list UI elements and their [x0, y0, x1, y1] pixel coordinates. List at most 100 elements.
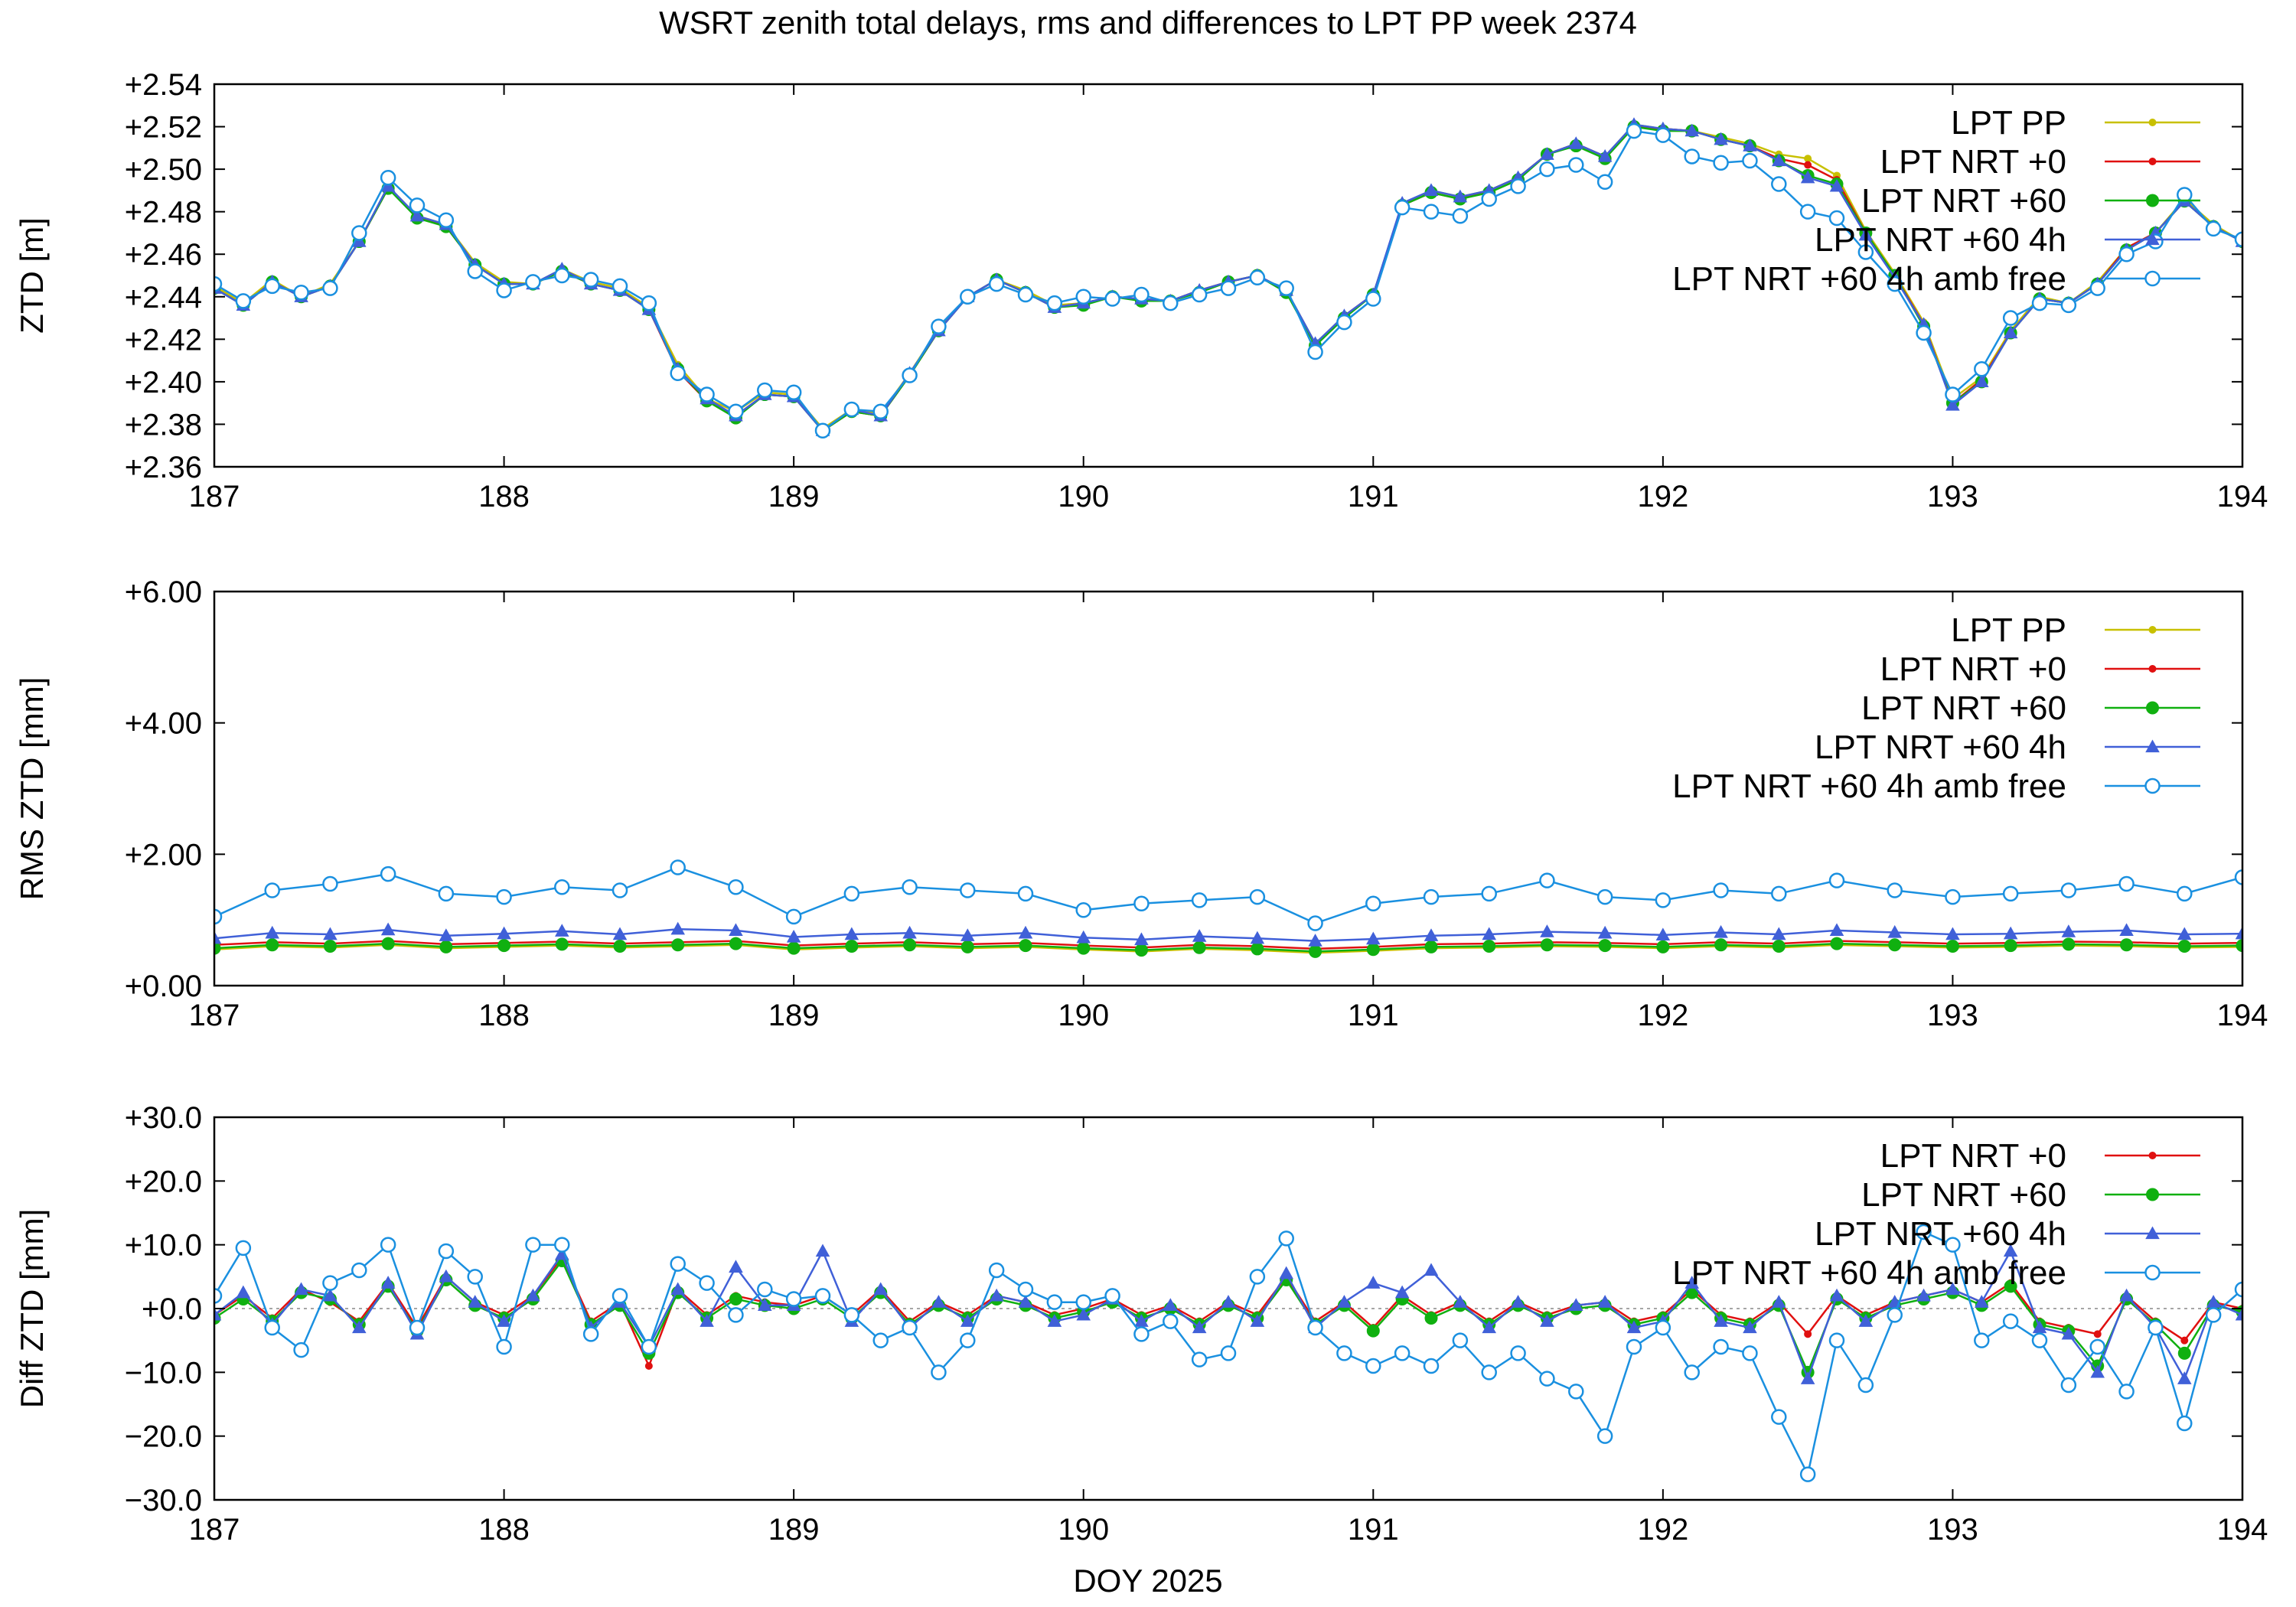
data-point: [1742, 152, 1758, 169]
data-point: [1714, 132, 1728, 145]
y-tick-label: +2.38: [125, 408, 202, 442]
data-point: [757, 1281, 773, 1298]
data-point: [468, 1295, 482, 1308]
data-point: [352, 1320, 367, 1334]
data-point: [612, 278, 628, 295]
y-axis-label: RMS ZTD [mm]: [14, 677, 50, 901]
data-point: [1858, 1314, 1874, 1327]
data-point: [2177, 187, 2193, 203]
data-point: [525, 274, 541, 290]
data-point: [1539, 161, 1555, 178]
data-point: [1018, 1295, 1033, 1308]
data-point: [1220, 1345, 1237, 1361]
data-point: [2177, 1371, 2192, 1384]
data-point: [699, 386, 715, 403]
data-point: [1945, 1237, 1961, 1253]
data-point: [214, 1288, 223, 1304]
legend-label-lpt-nrt-0: LPT NRT +0: [1880, 1137, 2066, 1175]
data-point: [2062, 937, 2076, 951]
data-point: [1307, 344, 1323, 360]
data-point: [931, 1295, 946, 1308]
data-point: [1569, 136, 1583, 149]
data-point: [1804, 1330, 1812, 1338]
data-point: [1133, 286, 1150, 303]
plot-area: [214, 117, 2242, 439]
data-point: [467, 1269, 483, 1285]
legend-swatch-marker: [2145, 739, 2160, 753]
y-tick-label: +2.44: [125, 281, 202, 315]
y-tick-label: +0.00: [125, 970, 202, 1003]
data-point: [1424, 183, 1439, 197]
data-point: [1221, 1295, 1236, 1308]
data-point: [1075, 288, 1091, 305]
data-point: [380, 922, 396, 936]
data-point: [496, 282, 512, 298]
data-point: [214, 931, 222, 944]
data-point: [873, 1282, 888, 1296]
data-point: [582, 1326, 599, 1342]
data-point: [1974, 360, 1990, 377]
y-tick-label: +2.46: [125, 238, 202, 272]
data-point: [1279, 1266, 1293, 1279]
y-tick-label: +0.0: [142, 1292, 202, 1326]
data-point: [1510, 178, 1526, 194]
data-point: [381, 937, 395, 950]
y-tick-label: +20.0: [125, 1165, 202, 1198]
data-point: [671, 938, 685, 952]
data-point: [785, 1291, 802, 1307]
data-point: [1482, 1320, 1496, 1334]
data-point: [1804, 155, 1812, 163]
data-point: [2148, 1319, 2164, 1336]
data-point: [380, 865, 396, 882]
data-point: [265, 925, 279, 939]
data-point: [2177, 1346, 2191, 1360]
data-point: [903, 938, 917, 952]
data-point: [1337, 1295, 1352, 1308]
data-point: [1453, 1295, 1468, 1308]
data-point: [1568, 157, 1584, 173]
data-point: [322, 280, 338, 296]
x-tick-label: 188: [478, 480, 530, 513]
data-point: [2003, 926, 2018, 940]
data-point: [902, 367, 918, 383]
data-point: [960, 1332, 976, 1348]
data-point: [294, 1282, 308, 1296]
data-point: [872, 403, 889, 420]
data-point: [1945, 888, 1961, 905]
data-point: [700, 1314, 714, 1327]
data-point: [728, 879, 744, 895]
data-point: [1596, 1428, 1613, 1444]
data-point: [1307, 1319, 1323, 1336]
data-point: [2235, 1307, 2242, 1321]
x-tick-label: 191: [1348, 480, 1399, 513]
x-tick-label: 188: [478, 1513, 530, 1547]
data-point: [235, 293, 252, 309]
data-point: [2206, 1295, 2221, 1308]
data-point: [1829, 1288, 1844, 1302]
data-point: [1453, 189, 1468, 203]
data-point: [2003, 1244, 2018, 1257]
data-point: [2004, 939, 2017, 953]
data-point: [214, 908, 223, 925]
data-point: [1424, 940, 1438, 953]
data-point: [931, 1364, 947, 1380]
data-point: [729, 1260, 743, 1273]
x-tick-label: 194: [2217, 999, 2268, 1032]
data-point: [2061, 924, 2076, 937]
data-point: [1714, 924, 1728, 938]
data-point: [728, 403, 744, 420]
data-point: [670, 859, 686, 875]
data-point: [1945, 940, 1959, 953]
legend-swatch-marker: [2144, 1264, 2161, 1281]
data-point: [2032, 1320, 2047, 1334]
data-point: [1713, 882, 1729, 898]
data-point: [612, 927, 628, 940]
data-point: [1743, 1320, 1757, 1334]
data-point: [2118, 875, 2135, 892]
y-axis-label: Diff ZTD [mm]: [14, 1209, 50, 1409]
data-point: [1974, 1332, 1990, 1348]
x-tick-label: 193: [1927, 999, 1978, 1032]
data-point: [1828, 872, 1845, 888]
series-line: [214, 942, 2242, 953]
panel-3: −30.0 −20.0 −10.0 +0.0 +10.0 +20.0 +30.0 187 188…: [14, 1101, 2268, 1547]
